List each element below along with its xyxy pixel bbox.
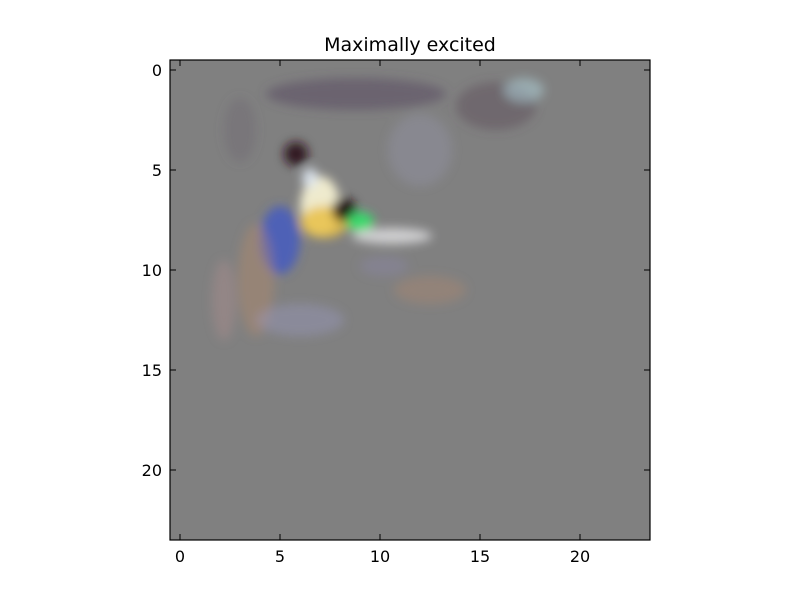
ticks: 0 5 10 15 20 0 5 10 15 20 (142, 60, 650, 566)
chart-title: Maximally excited (324, 34, 496, 56)
heatmap-feature-7 (238, 224, 274, 336)
heatmap-feature-5 (352, 228, 432, 244)
x-tick-label: 5 (275, 547, 285, 566)
heatmap-feature-9 (266, 78, 446, 110)
heatmap-feature-17 (360, 256, 408, 276)
x-tick-label: 15 (470, 547, 490, 566)
y-tick-label: 20 (142, 461, 162, 480)
heatmap-feature-11 (504, 78, 544, 102)
heatmap-feature-15 (224, 98, 256, 162)
x-tick-label: 10 (370, 547, 390, 566)
heatmap-feature-13 (394, 276, 466, 304)
y-tick-label: 15 (142, 361, 162, 380)
x-tick-label: 0 (175, 547, 185, 566)
heatmap-feature-8 (212, 260, 236, 340)
heatmap-feature-12 (388, 114, 452, 186)
heatmap-feature-16 (302, 168, 318, 188)
plot-frame (169, 59, 651, 541)
heatmap-feature-3 (284, 142, 308, 166)
heatmap-feature-14 (256, 304, 344, 336)
heatmap-features (212, 78, 544, 340)
heatmap-feature-4 (346, 212, 374, 232)
y-tick-label: 5 (152, 161, 162, 180)
x-tick-label: 20 (570, 547, 590, 566)
y-tick-label: 10 (142, 261, 162, 280)
y-tick-label: 0 (152, 61, 162, 80)
